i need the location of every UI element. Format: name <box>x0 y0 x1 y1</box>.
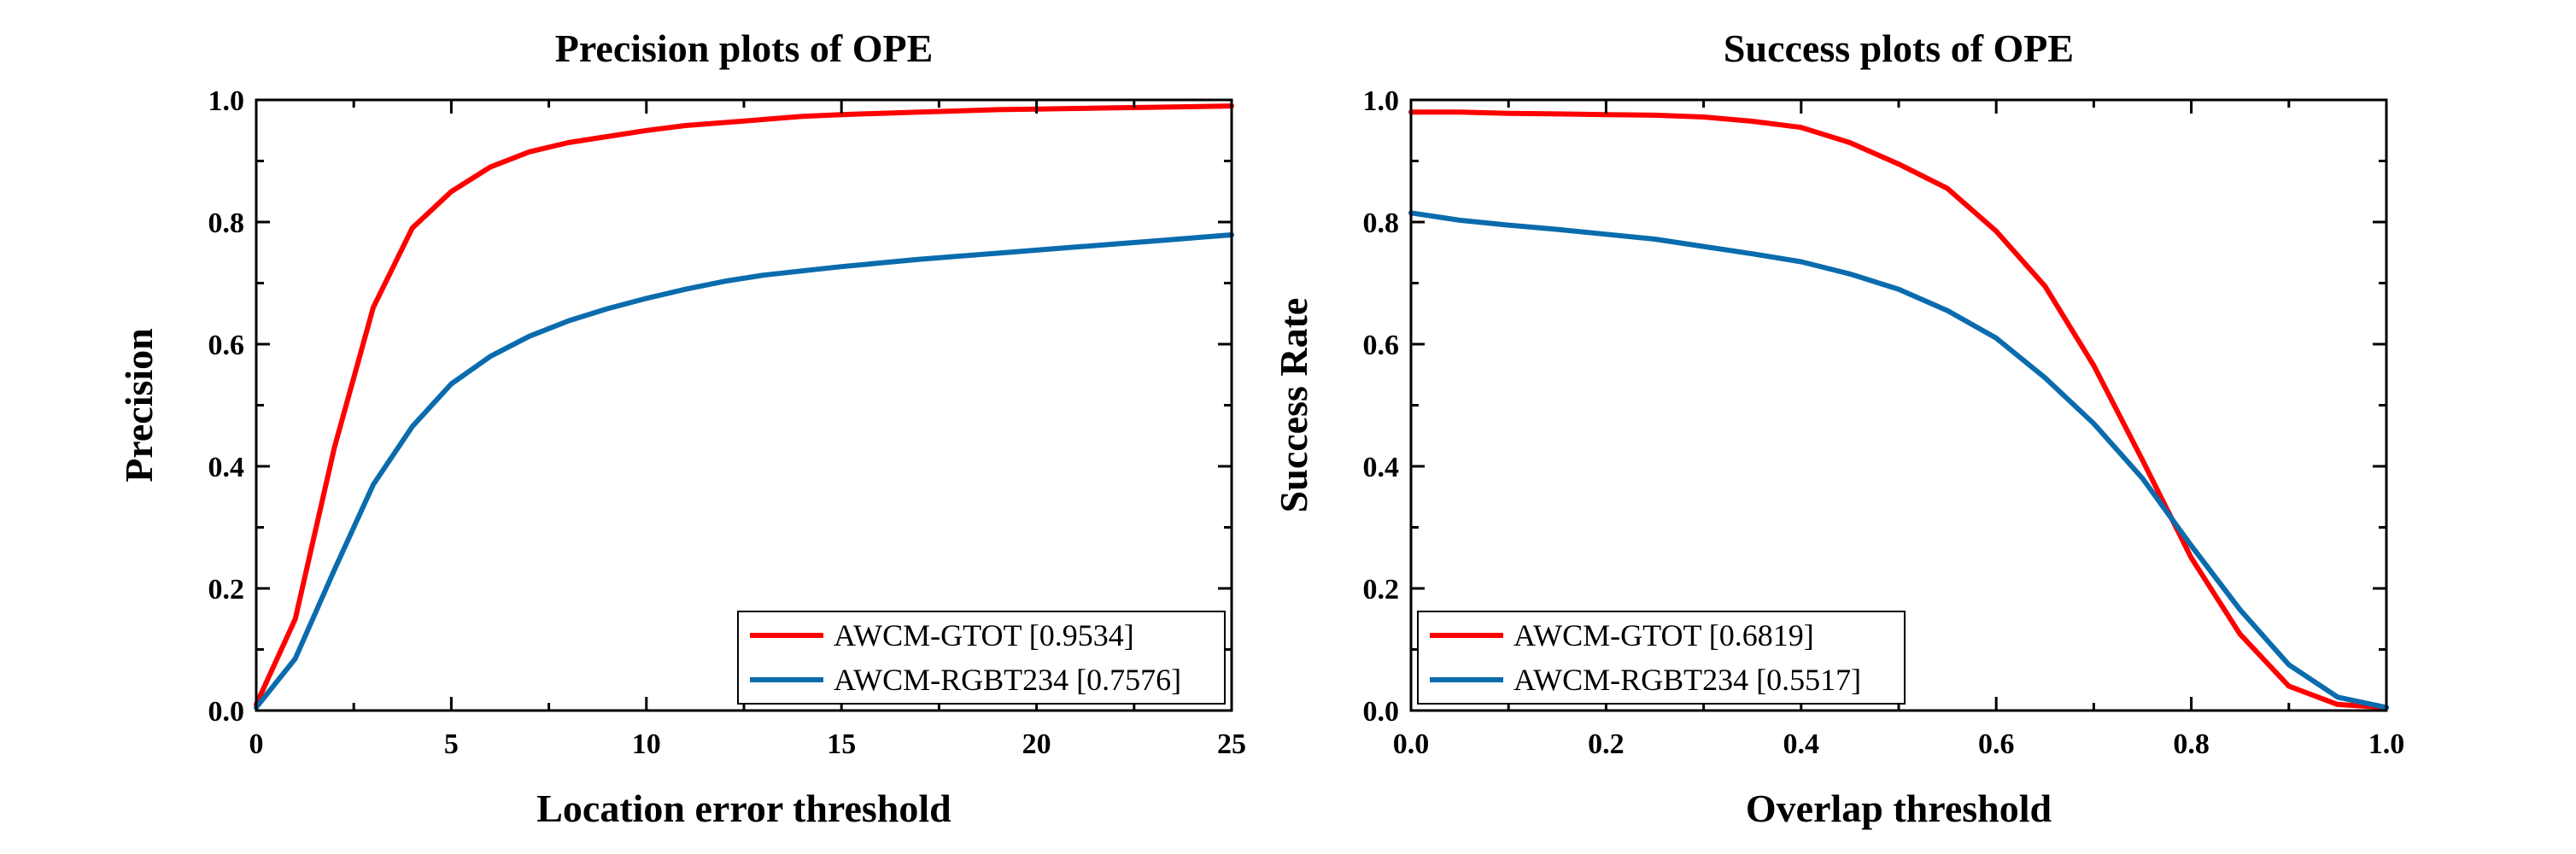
x-tick-label: 1.0 <box>2368 728 2405 760</box>
legend: AWCM-GTOT [0.6819] AWCM-RGBT234 [0.5517] <box>1417 611 1906 705</box>
series-line-1 <box>254 232 1234 711</box>
x-tick-label: 10 <box>632 728 661 760</box>
y-tick-label: 0.2 <box>208 574 245 605</box>
x-tick-label: 0 <box>249 728 264 760</box>
y-tick-label: 0.4 <box>1363 452 1400 483</box>
y-tick-label: 0.0 <box>208 696 245 728</box>
legend-box <box>737 611 1226 705</box>
y-axis-label: Success Rate <box>1272 298 1315 513</box>
legend-entry-0: AWCM-GTOT [0.9534] <box>834 618 1134 652</box>
chart-title: Success plots of OPE <box>1724 26 2074 70</box>
legend-entry-1: AWCM-RGBT234 [0.5517] <box>1513 663 1861 697</box>
series-line-1 <box>1408 210 2389 711</box>
y-axis-label: Precision <box>117 328 161 483</box>
x-axis-label: Location error threshold <box>536 787 951 830</box>
y-tick-label: 0.6 <box>1363 330 1400 361</box>
y-tick-label: 1.0 <box>208 85 245 117</box>
legend-box <box>1417 611 1906 705</box>
series-line-0 <box>254 103 1234 707</box>
x-tick-label: 15 <box>827 728 856 760</box>
series-line-0 <box>1408 109 2389 711</box>
x-tick-label: 0.4 <box>1783 728 1820 760</box>
y-tick-label: 0.8 <box>1363 208 1400 239</box>
y-tick-label: 0.8 <box>208 208 245 239</box>
x-tick-label: 0.8 <box>2173 728 2210 760</box>
legend: AWCM-GTOT [0.9534] AWCM-RGBT234 [0.7576] <box>737 611 1226 705</box>
chart-title: Precision plots of OPE <box>555 26 934 70</box>
y-tick-label: 0.6 <box>208 330 245 361</box>
legend-entry-0: AWCM-GTOT [0.6819] <box>1513 618 1814 652</box>
x-tick-label: 0.6 <box>1978 728 2015 760</box>
x-tick-label: 25 <box>1217 728 1246 760</box>
y-tick-label: 0.2 <box>1363 574 1400 605</box>
precision-chart: Precision plots of OPE 0 5 10 15 20 25 0.0 0.2 0.… <box>117 26 1246 830</box>
x-axis-label: Overlap threshold <box>1746 787 2052 830</box>
x-tick-label: 20 <box>1022 728 1051 760</box>
x-tick-label: 0.2 <box>1588 728 1625 760</box>
legend-entry-1: AWCM-RGBT234 [0.7576] <box>834 663 1181 697</box>
y-tick-label: 0.0 <box>1363 696 1400 728</box>
x-tick-label: 0.0 <box>1393 728 1430 760</box>
success-chart: Success plots of OPE 0.0 0.2 0.4 0.6 0.8 1.0 0.… <box>1272 26 2404 830</box>
y-tick-label: 1.0 <box>1363 85 1400 117</box>
y-tick-label: 0.4 <box>208 452 245 483</box>
x-tick-label: 5 <box>444 728 459 760</box>
